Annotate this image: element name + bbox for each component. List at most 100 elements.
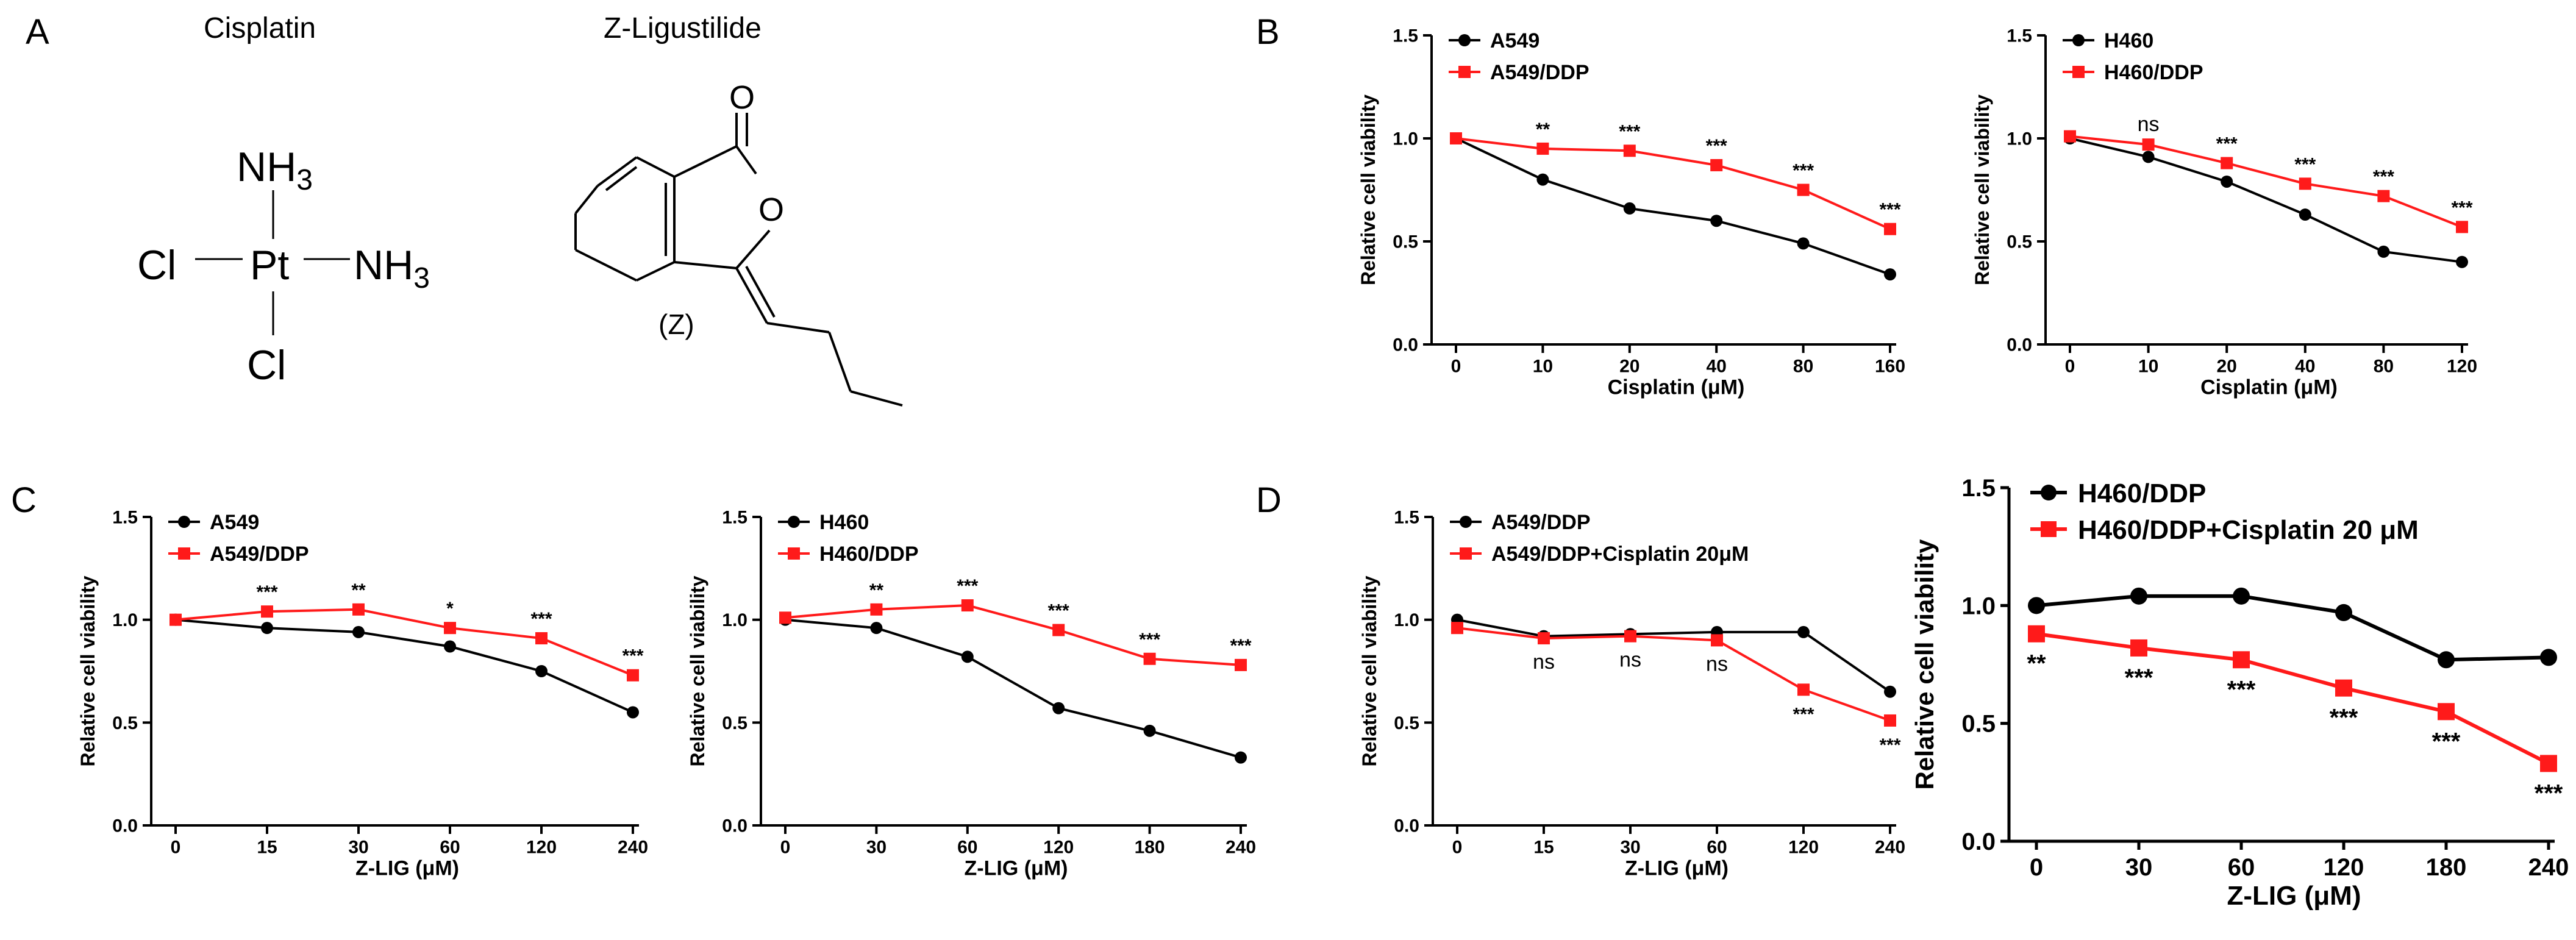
significance-label: *** — [1879, 200, 1900, 220]
x-tick-label: 30 — [2125, 854, 2153, 881]
cisplatin-nh3-right-subscript: 3 — [413, 262, 430, 294]
legend-marker — [178, 516, 190, 528]
significance-label: *** — [2227, 676, 2256, 703]
chart-1: 0.0 0.5 1.0 1.5 0 10 20 40 80 160 Cisplatin (μM) Re… — [1357, 26, 1905, 399]
y-tick-label: 1.5 — [1393, 26, 1418, 46]
y-tick-label: 1.0 — [1961, 593, 1996, 619]
legend-label: H460/DDP — [819, 543, 919, 566]
ligustilide-carbonyl-o: O — [729, 79, 755, 116]
chemical-structures: Cisplatin Z-Ligustilide NH3 Pt Cl NH3 Cl — [137, 12, 903, 407]
data-point — [2233, 651, 2250, 669]
legend-marker — [2072, 66, 2085, 78]
x-tick-label: 120 — [1043, 838, 1074, 858]
series-line — [175, 608, 633, 677]
ligustilide-structure — [574, 113, 903, 407]
series-line — [2069, 135, 2463, 229]
data-point — [1624, 630, 1636, 643]
data-point — [1797, 183, 1810, 196]
y-tick-label: 0.5 — [1961, 711, 1996, 738]
data-point — [2221, 175, 2233, 188]
legend-label: A549 — [1490, 29, 1540, 52]
y-tick-label: 1.5 — [722, 508, 747, 528]
series-line — [1455, 137, 1891, 276]
y-tick-label: 1.0 — [722, 610, 747, 630]
significance-label: *** — [1619, 121, 1640, 141]
y-tick-label: 0.0 — [1394, 816, 1419, 836]
series-2 — [2064, 130, 2468, 233]
x-tick-label: 0 — [171, 838, 181, 858]
cisplatin-cl-bottom: Cl — [247, 342, 286, 388]
y-tick-label: 0.0 — [722, 816, 747, 836]
data-point — [1884, 714, 1896, 727]
y-tick-label: 0.5 — [1393, 232, 1418, 252]
significance-label: ** — [2027, 650, 2046, 677]
x-tick-label: 160 — [1875, 357, 1905, 377]
y-tick-label: 1.5 — [1394, 508, 1419, 528]
y-tick-label: 1.0 — [2007, 129, 2032, 149]
significance-label: *** — [1230, 636, 1251, 656]
legend-marker — [1460, 516, 1472, 528]
chart-3: 0.0 0.5 1.0 1.5 0 15 30 60 120 240 Z-LIG (μM) Relat… — [77, 508, 648, 880]
x-tick-label: 0 — [1451, 357, 1461, 377]
significance-label: ** — [351, 580, 366, 600]
data-point — [1451, 622, 1463, 635]
ligustilide-title: Z-Ligustilide — [604, 12, 762, 45]
y-tick-label: 0.0 — [1961, 828, 1996, 855]
significance-label: * — [446, 599, 454, 619]
legend-label: H460/DDP — [2078, 479, 2206, 508]
data-point — [627, 706, 639, 719]
ligustilide-z-label: (Z) — [658, 308, 694, 340]
data-point — [352, 625, 365, 638]
legend-marker — [2041, 485, 2057, 500]
x-tick-label: 40 — [1707, 357, 1727, 377]
significance-label: ** — [1536, 119, 1550, 140]
series-line — [175, 618, 633, 714]
data-point — [2064, 130, 2076, 143]
chart-2: 0.0 0.5 1.0 1.5 0 10 20 40 80 120 Cisplatin (μM) Re… — [1971, 26, 2477, 399]
data-point — [2142, 151, 2155, 163]
data-point — [1710, 215, 1723, 227]
series-2 — [1451, 622, 1896, 727]
y-axis-title: Relative cell viability — [77, 575, 99, 766]
series-2 — [169, 603, 639, 682]
y-axis-title: Relative cell viability — [1357, 94, 1379, 285]
cisplatin-title: Cisplatin — [204, 12, 316, 45]
x-tick-label: 0 — [1452, 838, 1463, 858]
significance-label: *** — [2125, 664, 2153, 691]
data-point — [2130, 587, 2147, 605]
y-tick-label: 1.0 — [112, 610, 138, 630]
legend-marker — [178, 547, 190, 560]
legend-label: H460 — [2104, 29, 2153, 52]
y-tick-label: 1.5 — [1961, 475, 1996, 502]
svg-text:NH3: NH3 — [354, 242, 430, 294]
y-tick-label: 0.5 — [2007, 232, 2032, 252]
data-point — [535, 632, 548, 645]
series-line — [785, 618, 1241, 759]
data-point — [2299, 177, 2311, 190]
data-point — [1623, 144, 1636, 157]
x-tick-label: 180 — [2426, 854, 2467, 881]
cisplatin-nh3-right: NH — [354, 242, 413, 288]
legend-label: A549/DDP — [1491, 511, 1591, 534]
panel-label-d: D — [1256, 480, 1282, 520]
x-tick-label: 10 — [1533, 357, 1553, 377]
cisplatin-pt: Pt — [250, 242, 289, 288]
y-tick-label: 1.5 — [2007, 26, 2032, 46]
data-point — [1884, 223, 1896, 235]
legend-marker — [788, 516, 800, 528]
significance-label: *** — [1706, 136, 1727, 156]
x-tick-label: 60 — [1707, 838, 1727, 858]
legend-marker — [1458, 66, 1471, 78]
data-point — [1536, 173, 1549, 186]
data-point — [1143, 724, 1156, 737]
x-tick-label: 30 — [1620, 838, 1640, 858]
legend-label: A549/DDP+Cisplatin 20μM — [1491, 543, 1749, 566]
series-line — [1457, 618, 1891, 693]
x-tick-label: 240 — [1875, 838, 1905, 858]
data-point — [2233, 587, 2250, 605]
x-tick-label: 20 — [1619, 357, 1639, 377]
x-tick-label: 15 — [1533, 838, 1554, 858]
data-point — [2142, 138, 2155, 151]
data-point — [2456, 221, 2468, 233]
